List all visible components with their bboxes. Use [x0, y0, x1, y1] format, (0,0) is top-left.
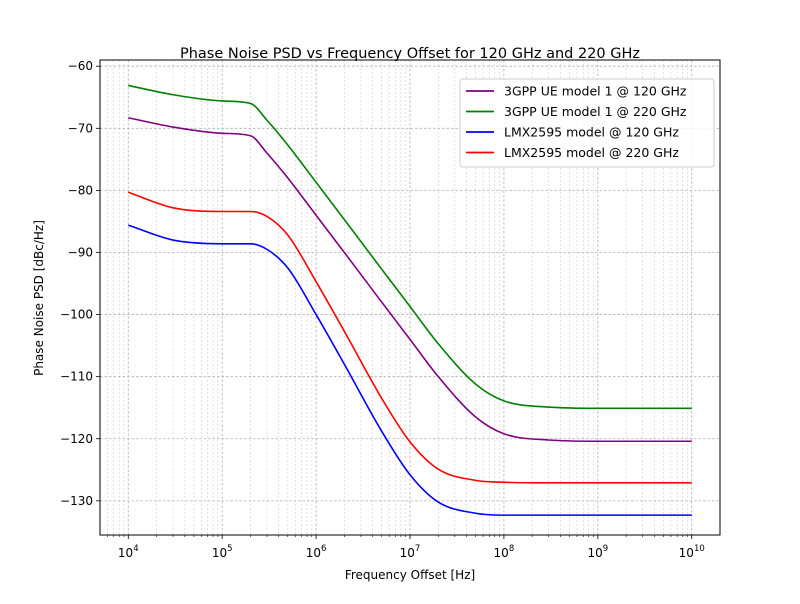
legend-label-3: LMX2595 model @ 120 GHz [504, 125, 679, 140]
x-tick-label: 104 [118, 544, 139, 560]
x-axis-ticks: 104 105 106 107 108 109 1010 [107, 535, 705, 560]
x-tick-label: 106 [306, 544, 327, 560]
y-tick-label: −80 [68, 183, 93, 197]
x-tick-label: 1010 [679, 544, 705, 560]
y-tick-label: −90 [68, 245, 93, 259]
y-tick-label: −100 [60, 308, 93, 322]
y-tick-label: −130 [60, 494, 93, 508]
series-line-4 [128, 191, 692, 484]
x-axis-title: Frequency Offset [Hz] [345, 568, 475, 582]
y-axis-ticks: −60 −70 −80 −90 −100 −110 −120 −130 [60, 59, 100, 508]
y-axis-title: Phase Noise PSD [dBc/Hz] [32, 220, 46, 376]
plot-lines [128, 84, 692, 516]
y-tick-label: −60 [68, 59, 93, 73]
x-tick-label: 105 [212, 544, 233, 560]
y-tick-label: −120 [60, 432, 93, 446]
legend-label-1: 3GPP UE model 1 @ 120 GHz [504, 84, 687, 99]
y-tick-label: −110 [60, 370, 93, 384]
x-tick-label: 107 [400, 544, 421, 560]
x-tick-label: 109 [587, 544, 608, 560]
legend-box [459, 78, 715, 168]
y-tick-label: −70 [68, 121, 93, 135]
chart-title: Phase Noise PSD vs Frequency Offset for … [180, 46, 640, 62]
legend: 3GPP UE model 1 @ 120 GHz 3GPP UE model 1… [459, 78, 715, 168]
series-line-2 [128, 84, 692, 410]
series-line-1 [128, 116, 692, 443]
x-tick-label: 108 [494, 544, 515, 560]
legend-label-4: LMX2595 model @ 220 GHz [504, 145, 679, 160]
grid [100, 60, 720, 535]
legend-label-2: 3GPP UE model 1 @ 220 GHz [504, 104, 687, 119]
series-line-3 [128, 224, 692, 516]
